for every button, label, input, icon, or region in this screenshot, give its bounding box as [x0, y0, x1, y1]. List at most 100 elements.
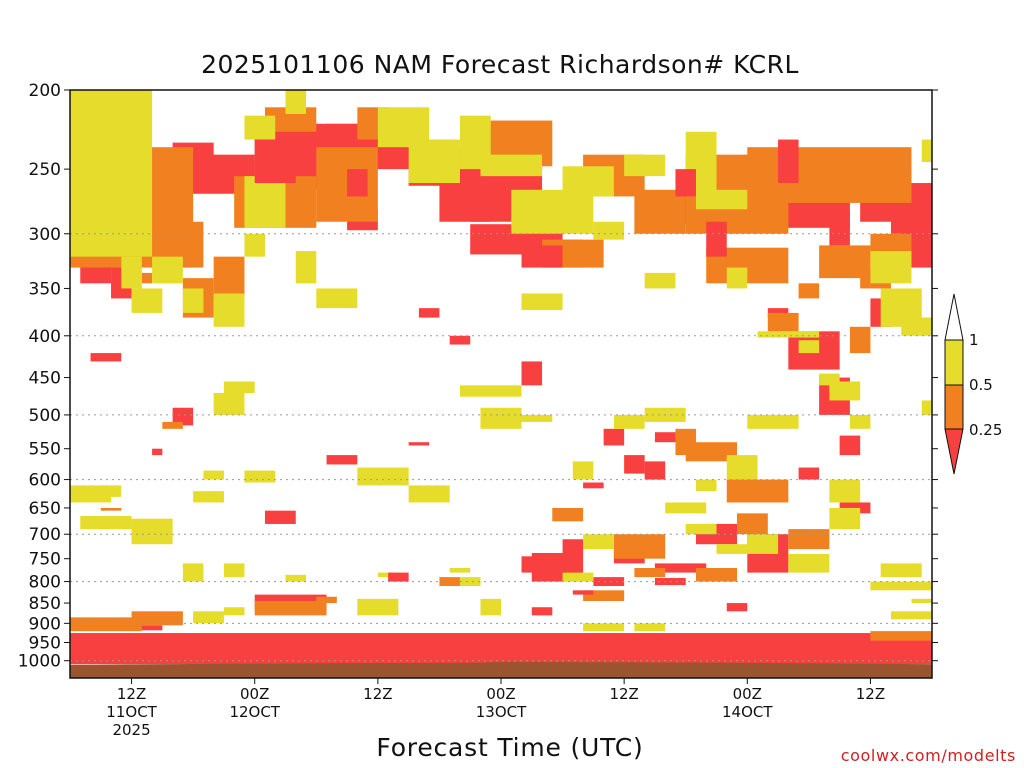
x-tick-label: 00Z: [733, 685, 762, 703]
heatmap-cell: [613, 534, 666, 559]
heatmap-cell: [767, 312, 799, 332]
heatmap-cell: [778, 139, 799, 184]
heatmap-cell: [726, 455, 758, 480]
heatmap-cell: [819, 373, 840, 386]
y-tick-label: 200: [29, 81, 61, 101]
y-tick-label: 700: [29, 525, 61, 545]
heatmap-cell: [644, 461, 666, 480]
heatmap-cell: [788, 529, 830, 550]
heatmap-cell: [408, 485, 450, 503]
heatmap-cell: [726, 479, 789, 503]
heatmap-cell: [634, 623, 666, 632]
heatmap-cell: [695, 568, 738, 582]
x-tick-label: 12Z: [117, 685, 146, 703]
y-axis-ticks: 200 250 300 350 400 450 500 550 600 650 700 750 8008…: [18, 81, 938, 672]
heatmap-cell: [695, 479, 717, 492]
heatmap-cell: [839, 435, 861, 456]
heatmap-cell: [347, 169, 368, 197]
chart-title: 2025101106 NAM Forecast Richardson# KCRL: [201, 50, 799, 79]
heatmap-cell: [388, 572, 409, 582]
heatmap-cell: [182, 288, 204, 313]
heatmap-cell: [511, 189, 594, 234]
heatmap-cell: [90, 353, 122, 362]
heatmap-cell: [685, 442, 738, 462]
heatmap-cell: [295, 251, 317, 284]
y-tick-label: 900: [29, 614, 61, 634]
heatmap-cell: [70, 617, 142, 632]
heatmap-cell: [521, 361, 543, 386]
heatmap-cell: [357, 467, 409, 486]
heatmap-cell: [100, 507, 122, 511]
x-tick-label: 2025: [112, 721, 150, 739]
heatmap-cell: [552, 507, 584, 522]
heatmap-cell: [141, 272, 153, 284]
heatmap-cell: [531, 607, 553, 616]
heatmap-cell: [562, 166, 614, 197]
heatmap-cell: [80, 516, 132, 530]
heatmap-cell: [634, 568, 666, 578]
heatmap-cell: [644, 272, 676, 289]
heatmap-cell: [264, 510, 296, 524]
heatmap-cell: [726, 603, 748, 612]
heatmap-cell: [254, 139, 296, 184]
heatmap-cell: [788, 553, 830, 573]
heatmap-cell: [890, 611, 932, 620]
heatmap-cell: [285, 574, 307, 582]
ground-fill: [70, 662, 932, 678]
heatmap-cell: [449, 335, 471, 345]
y-tick-label: 850: [29, 594, 61, 614]
colorbar-bottom-arrow: [944, 428, 964, 475]
y-tick-label: 450: [29, 369, 61, 389]
heatmap-cell: [849, 414, 871, 429]
x-tick-label: 12Z: [363, 685, 392, 703]
heatmap-cell: [203, 470, 224, 480]
heatmap-cell: [726, 267, 748, 289]
y-tick-label: 250: [29, 160, 61, 180]
heatmap-cell: [223, 607, 245, 616]
y-tick-label: 1000: [18, 652, 61, 672]
heatmap-cell: [521, 556, 553, 573]
heatmap-cell: [357, 598, 399, 616]
heatmap-cell: [583, 482, 604, 489]
heatmap-cell: [603, 428, 625, 446]
heatmap-cells: [70, 90, 932, 665]
heatmap-cell: [70, 90, 153, 257]
heatmap-cell: [213, 392, 245, 415]
heatmap-cell: [921, 139, 932, 162]
heatmap-cell: [418, 308, 440, 318]
colorbar-orange-bin: [944, 384, 964, 430]
heatmap-cell: [182, 563, 204, 582]
colorbar: 1 0.5 0.25: [944, 293, 1002, 475]
y-tick-label: 800: [29, 573, 61, 593]
x-tick-label: 11OCT: [106, 703, 157, 721]
heatmap-cell: [131, 288, 163, 313]
heatmap-cell: [572, 461, 594, 480]
heatmap-cell: [480, 598, 501, 616]
heatmap-cell: [593, 221, 625, 240]
x-tick-label: 12Z: [609, 685, 638, 703]
heatmap-cell: [849, 326, 871, 354]
heatmap-cell: [244, 115, 276, 140]
heatmap-cell: [244, 233, 265, 257]
heatmap-cell: [152, 448, 163, 456]
heatmap-cell: [665, 502, 707, 514]
x-tick-label: 00Z: [240, 685, 269, 703]
heatmap-cell: [193, 611, 224, 624]
heatmap-cell: [685, 523, 717, 535]
heatmap-cell: [172, 407, 194, 426]
heatmap-cell: [449, 568, 471, 573]
heatmap-cell: [624, 154, 666, 177]
heatmap-cell: [244, 470, 276, 483]
heatmap-cell: [870, 251, 912, 284]
heatmap-cell: [223, 381, 255, 393]
heatmap-cell: [613, 414, 645, 429]
heatmap-cell: [654, 563, 707, 573]
heatmap-cell: [562, 539, 584, 554]
credit-link[interactable]: coolwx.com/modelts: [840, 746, 1016, 765]
colorbar-top-arrow: [944, 293, 964, 341]
heatmap-cell: [213, 293, 245, 327]
heatmap-cell: [880, 563, 922, 578]
heatmap-cell: [162, 421, 183, 429]
